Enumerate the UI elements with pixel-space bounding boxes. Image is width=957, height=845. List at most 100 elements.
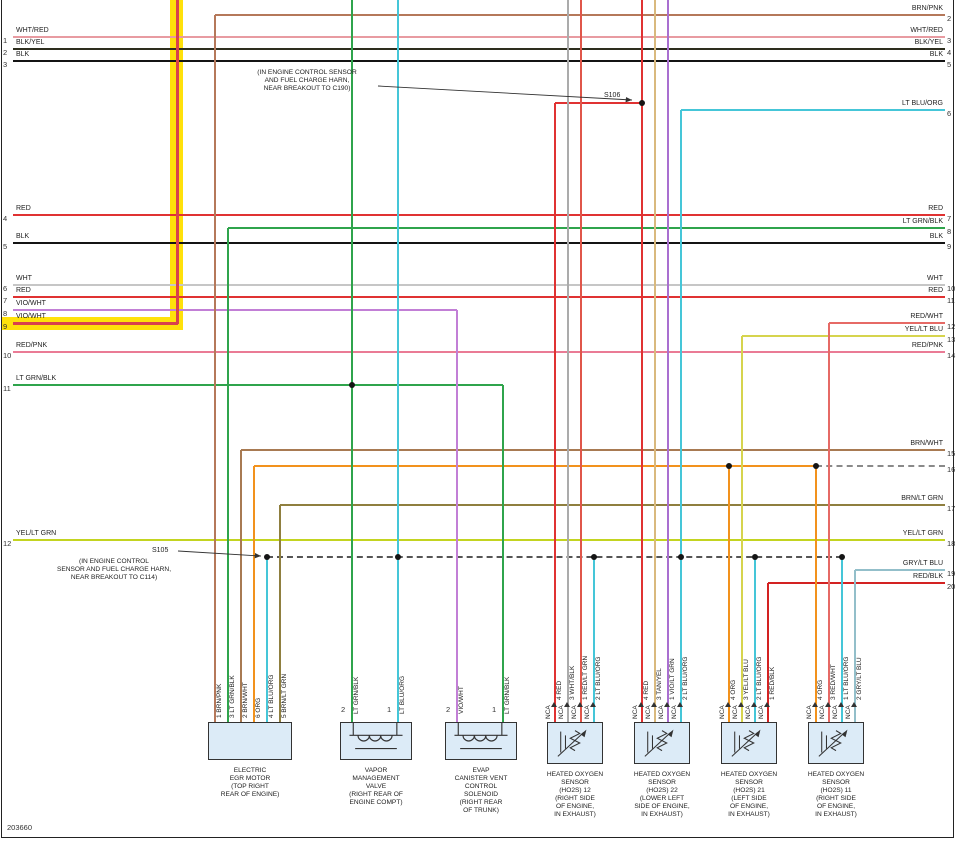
wire-color-label: WHT/RED [910,27,943,34]
wire-red[interactable] [13,296,945,298]
wire-color-label: VIO/WHT [16,313,46,320]
component-evap-canister-vent-control-solenoid [445,722,517,760]
oxygen-sensor-element-icon [644,729,674,757]
wire-endpoint-number: 3 [947,36,952,45]
diagram-number: 203660 [7,823,33,832]
oxygen-sensor-element-icon [818,729,848,757]
wire-blk[interactable] [13,60,945,62]
wire-red-pnk[interactable] [13,351,945,353]
pin-wire-label: 2 LT BLU/ORG [595,656,602,700]
wire-vio-wht[interactable] [13,309,457,311]
wire-lt-blu-org[interactable] [266,557,268,722]
wire-lt-grn-blk[interactable] [227,228,229,722]
wire-red-wht[interactable] [829,322,945,324]
wire-endpoint-number: 7 [947,214,952,223]
wire-lt-blu-org[interactable] [680,110,682,722]
wire-lt-blu-org[interactable] [841,557,843,722]
wire-segment[interactable] [254,465,816,467]
wire-org[interactable] [815,466,817,722]
wire-color-label: BLK [16,51,30,58]
wire-gry-lt-blu[interactable] [854,570,856,722]
wire-brn-wht[interactable] [241,449,945,451]
wire-brn-lt-grn[interactable] [280,504,945,506]
wire-red[interactable] [13,214,945,216]
wire-lt-blu-org[interactable] [681,109,945,111]
connector-arrow-icon [564,702,570,707]
junction-dot [591,554,597,560]
solenoid-coil-icon [349,723,403,750]
wire-lt-grn-blk[interactable] [351,0,353,722]
wire-vio-lt-grn[interactable] [667,0,669,722]
wire-lt-grn-blk[interactable] [228,227,945,229]
wire-endpoint-number: 11 [947,296,955,305]
wire-color-label: GRY/LT BLU [902,560,943,567]
wire-endpoint-number: 16 [947,465,956,474]
wire-red-wht[interactable] [828,323,830,722]
wire-lt-blu-org[interactable] [593,557,595,722]
junction-dot [264,554,270,560]
splice-label-s105: S105 [152,547,169,554]
wire-endpoint-number: 4 [947,48,952,57]
component-caption-evap-canister-vent-control-solenoid: EVAP CANISTER VENT CONTROL SOLENOID (RIGHT R… [454,767,508,814]
wire-gry-lt-blu[interactable] [855,569,945,571]
wire-red[interactable] [554,103,556,722]
wire-vio-wht[interactable] [13,322,178,325]
wire-blk[interactable] [13,242,945,244]
component-caption-heated-oxygen-sensor-ho2s-12: HEATED OXYGEN SENSOR (HO2S) 12 (RIGHT SIDE O… [546,771,604,818]
wire-yel-lt-blu[interactable] [741,336,743,722]
wire-wht-red[interactable] [13,36,945,38]
wire-red[interactable] [641,0,643,722]
wire-lt-grn-blk[interactable] [502,385,504,722]
pin-wire-label: 4 LT BLU/ORG [268,674,275,718]
wire-org[interactable] [253,466,255,722]
wire-endpoint-number: 6 [3,284,8,293]
solenoid-coil-icon [454,723,508,750]
wire-yel-lt-grn[interactable] [13,539,945,541]
pin-wire-label: 2 BRN/WHT [242,682,249,718]
wire-lt-grn-blk[interactable] [13,384,503,386]
wire-segment[interactable] [816,465,945,467]
wire-color-label: YEL/LT GRN [902,530,943,537]
wire-brn-pnk[interactable] [214,15,216,722]
wire-yel-lt-blu[interactable] [742,335,945,337]
pin-number: 2 [341,705,346,714]
wire-endpoint-number: 15 [947,449,956,458]
connector-arrow-icon [664,702,670,707]
wire-wht[interactable] [13,284,945,286]
wire-color-label: BRN/WHT [910,440,943,447]
wire-org[interactable] [728,466,730,722]
wire-color-label: VIO/WHT [16,300,46,307]
connector-arrow-icon [764,702,770,707]
wire-tan-yel[interactable] [654,0,656,722]
wire-wht-blk[interactable] [567,0,569,722]
connector-arrow-icon [651,702,657,707]
wire-lt-blu-org[interactable] [397,0,399,722]
wire-red-blk[interactable] [768,582,945,584]
wire-highlight-wire[interactable] [176,0,179,324]
pin-wire-label: 2 GRY/LT BLU [856,657,863,700]
wire-lt-blu-org[interactable] [754,557,756,722]
wire-red-blk[interactable] [767,583,769,722]
pin-number: 1 [492,705,497,714]
nca-label: NCA [645,705,652,719]
wire-endpoint-number: 17 [947,504,956,513]
pin-number: 2 [446,705,451,714]
wire-brn-lt-grn[interactable] [279,505,281,722]
pin-wire-label: 6 ORG [255,697,262,718]
wire-brn-wht[interactable] [240,450,242,722]
pin-wire-label: 1 RED/LT GRN [582,655,589,700]
connector-arrow-icon [812,702,818,707]
wire-red-lt-grn[interactable] [580,0,582,722]
nca-label: NCA [806,705,813,719]
component-heated-oxygen-sensor-ho2s-21 [721,722,777,764]
nca-label: NCA [732,705,739,719]
wire-color-label: LT GRN/BLK [902,218,943,225]
wire-vio-wht[interactable] [456,310,458,722]
nca-label: NCA [545,705,552,719]
wire-segment[interactable] [555,102,643,104]
wire-blk-yel[interactable] [13,48,945,50]
wire-endpoint-number: 12 [3,539,12,548]
wire-endpoint-number: 5 [947,60,952,69]
wire-color-label: WHT/RED [16,27,49,34]
